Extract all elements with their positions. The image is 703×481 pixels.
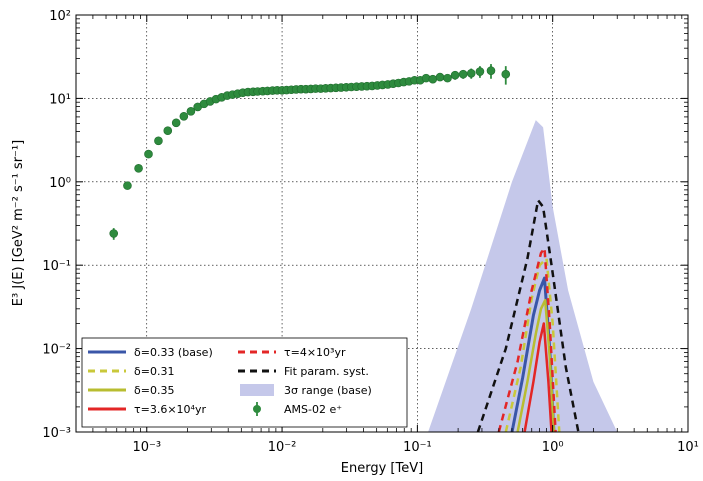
data-point [134,164,143,173]
series-line-2 [516,298,556,432]
data-point [466,68,476,78]
plot-frame [75,14,689,433]
y-tick-label: 10¹ [49,92,71,107]
data-point [144,149,153,159]
tick-labels: 10⁻³ 10⁻² 10⁻¹ 10⁰ 10¹ 10⁻³ 10⁻² 10⁻¹ 10⁰ 10¹ 10² [42,9,699,455]
x-tick-label: 10⁰ [542,440,564,455]
series-line-1 [504,257,561,432]
y-tick-label: 10⁻¹ [42,259,71,274]
data-point [186,107,196,116]
data-point [163,126,173,135]
legend-label: δ=0.35 [134,384,174,397]
legend-label: Fit param. syst. [284,365,369,378]
data-point [154,136,163,146]
data-point [171,118,181,128]
data-point [109,229,119,238]
data-point [450,70,460,80]
x-tick-label: 10¹ [677,440,699,455]
data-point [486,66,496,75]
y-tick-label: 10⁻³ [42,426,71,441]
data-point [435,72,445,82]
legend-label: τ=3.6×10⁴yr [134,403,206,416]
x-tick-label: 10⁻¹ [403,440,432,455]
data-point [501,69,511,79]
legend-label: δ=0.31 [134,365,174,378]
y-tick-label: 10⁰ [49,176,71,191]
legend-swatch-band [240,384,274,396]
y-tick-label: 10² [49,9,71,24]
data-point [428,74,438,84]
series-line-5 [476,199,580,432]
legend-swatch-point [253,405,261,413]
x-tick-label: 10⁻² [268,440,297,455]
legend-label: AMS-02 e⁺ [284,403,342,416]
series-layer [476,199,580,432]
x-axis-label: Energy [TeV] [341,461,423,476]
y-tick-label: 10⁻² [42,343,71,358]
legend-label: δ=0.33 (base) [134,346,213,359]
data-point [458,69,468,79]
points-layer [109,64,511,240]
plot-area [109,64,618,432]
series-line-4 [497,246,557,432]
ticks [75,14,689,433]
x-tick-label: 10⁻³ [132,440,161,455]
legend-label: τ=4×10³yr [284,346,346,359]
data-point [123,181,132,190]
legend-label: 3σ range (base) [284,384,372,397]
data-point [475,67,485,76]
data-point [179,112,189,121]
series-line-3 [523,322,553,432]
legend: δ=0.33 (base) δ=0.31 δ=0.35 τ=3.6×10⁴yr τ=4×… [81,337,408,428]
data-point [443,73,452,83]
y-axis-label: E³ J(E) [GeV² m⁻² s⁻¹ sr⁻¹] [11,140,26,306]
